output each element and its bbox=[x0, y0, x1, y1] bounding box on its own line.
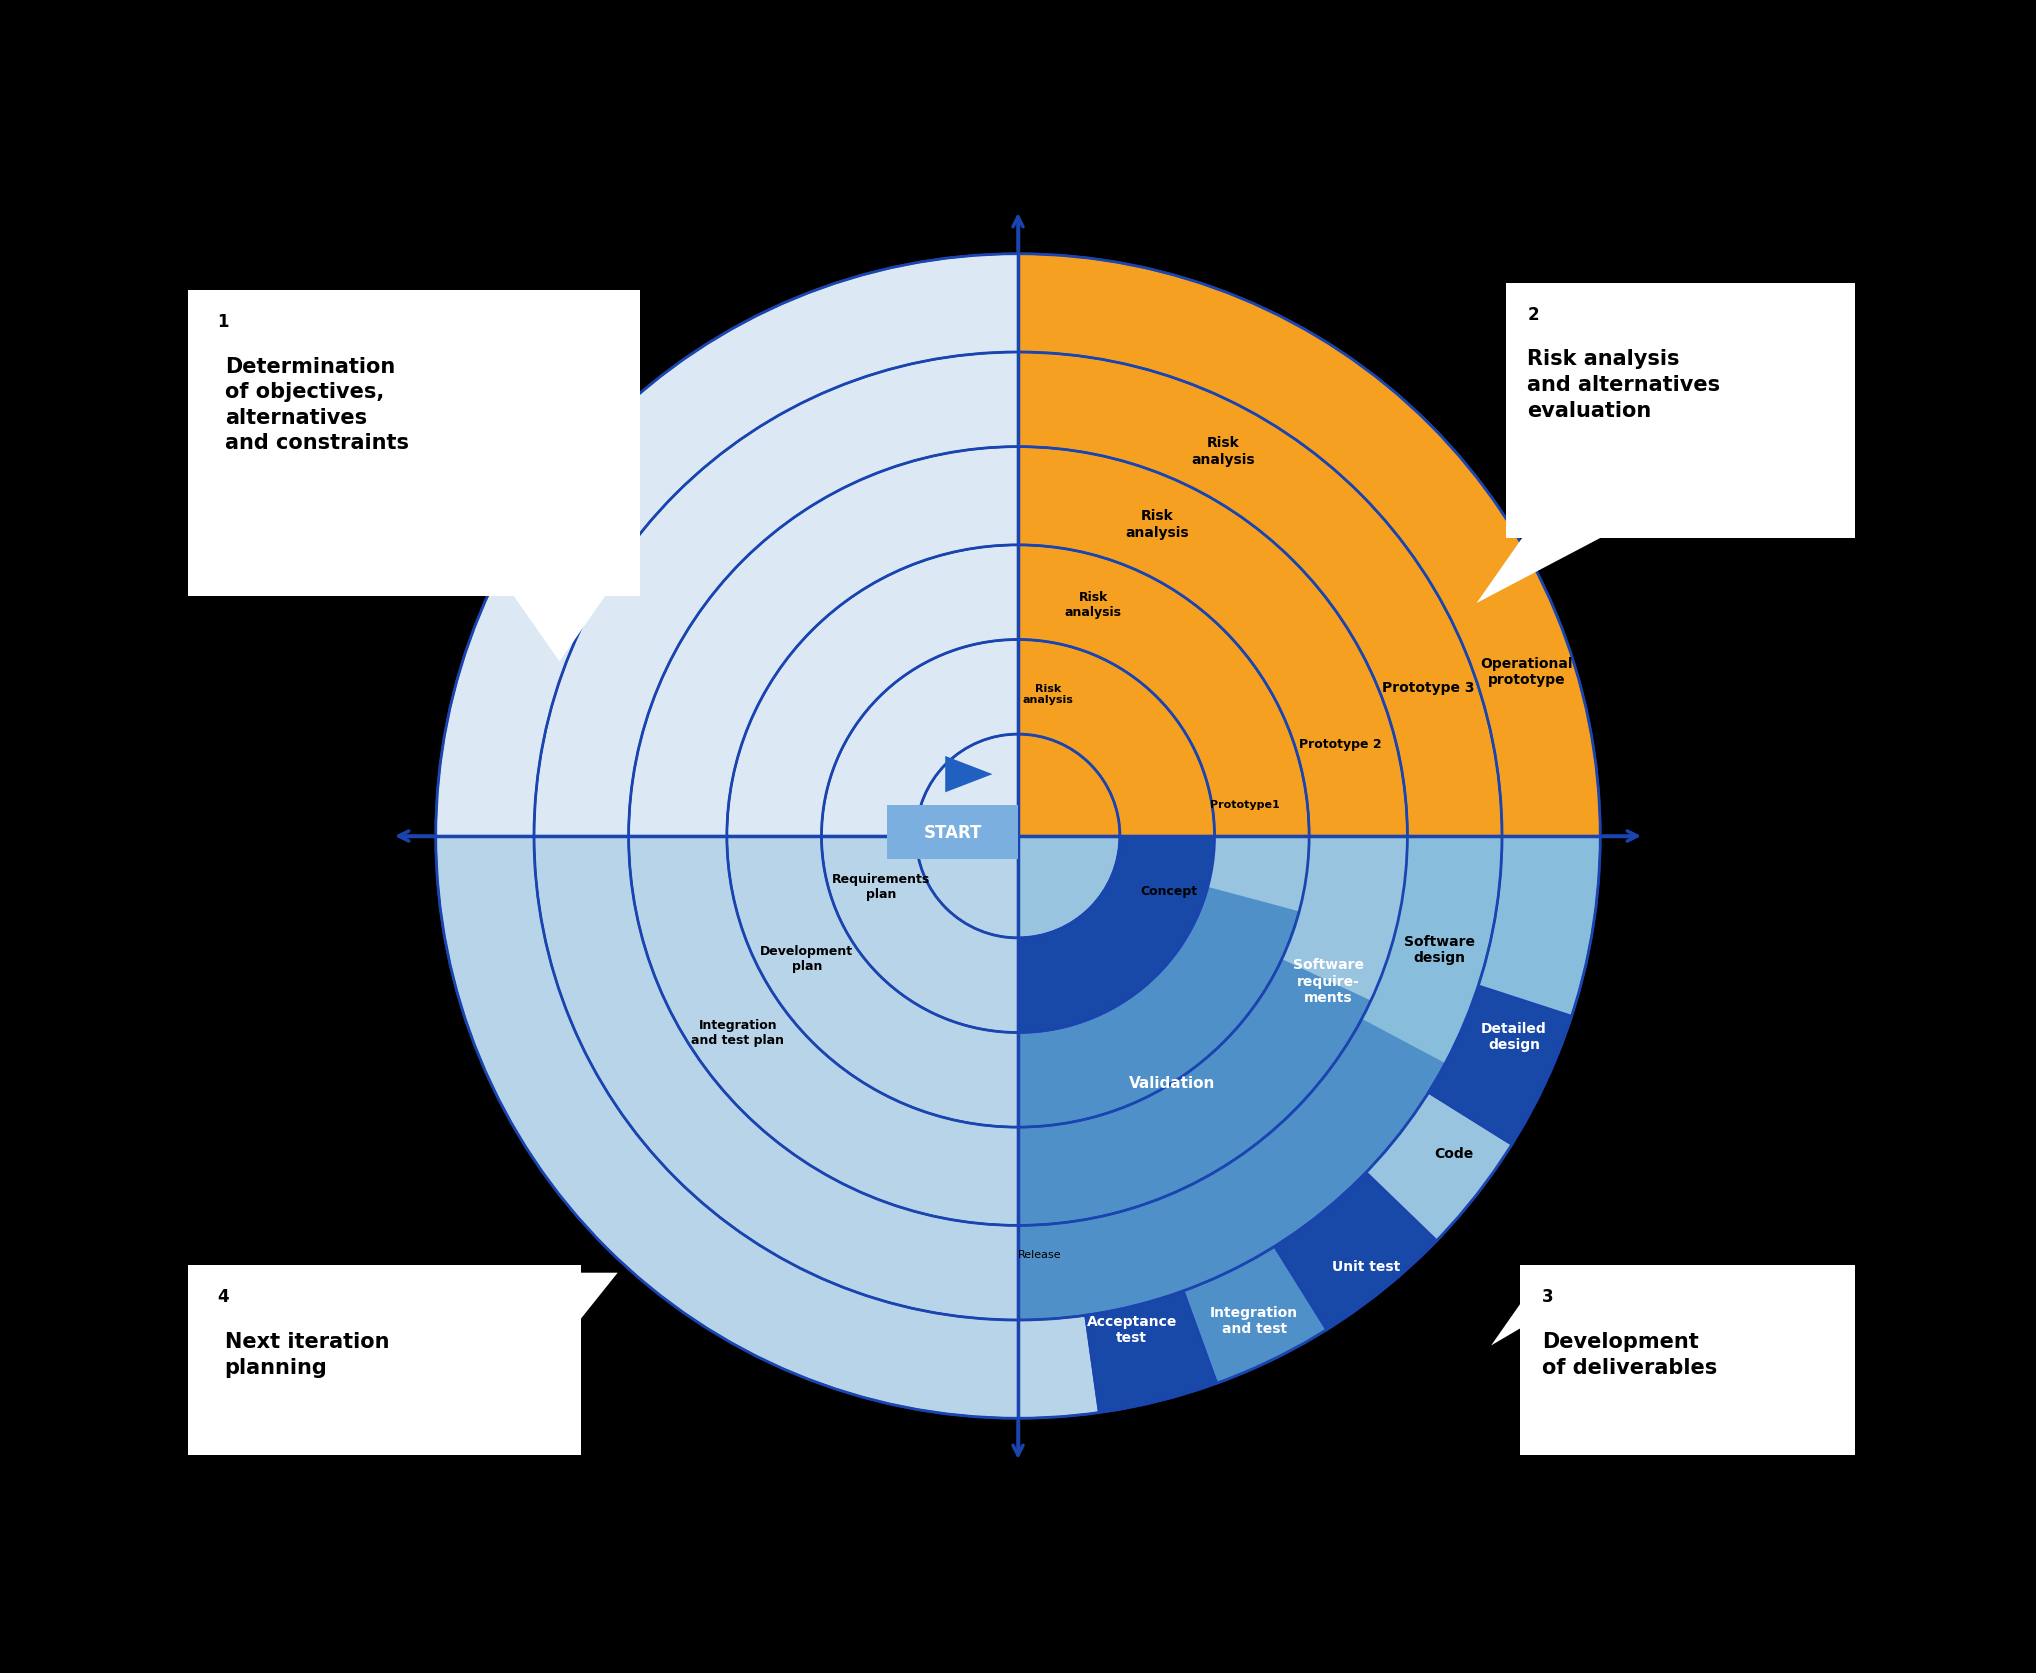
Polygon shape bbox=[727, 545, 1018, 836]
Text: 1: 1 bbox=[218, 313, 228, 331]
Polygon shape bbox=[1490, 1273, 1615, 1345]
Polygon shape bbox=[1085, 1292, 1218, 1412]
Polygon shape bbox=[916, 836, 1018, 939]
Polygon shape bbox=[1275, 1173, 1437, 1330]
Polygon shape bbox=[821, 836, 1018, 1032]
Text: Software
design: Software design bbox=[1405, 934, 1476, 965]
Polygon shape bbox=[821, 641, 1018, 836]
Text: Prototype1: Prototype1 bbox=[1209, 800, 1281, 810]
Text: Acceptance
test: Acceptance test bbox=[1087, 1313, 1177, 1343]
Text: Unit test: Unit test bbox=[1332, 1260, 1401, 1273]
Polygon shape bbox=[436, 836, 1018, 1419]
Text: 4: 4 bbox=[218, 1288, 228, 1305]
Text: Risk analysis
and alternatives
evaluation: Risk analysis and alternatives evaluatio… bbox=[1527, 350, 1720, 420]
Polygon shape bbox=[1018, 447, 1407, 836]
Polygon shape bbox=[1283, 836, 1407, 1000]
Text: Next iteration
planning: Next iteration planning bbox=[224, 1332, 389, 1377]
Polygon shape bbox=[1018, 734, 1120, 836]
Text: Operational
prototype: Operational prototype bbox=[1480, 656, 1574, 686]
Polygon shape bbox=[1429, 985, 1572, 1144]
Polygon shape bbox=[1018, 254, 1600, 836]
Polygon shape bbox=[1476, 530, 1615, 604]
Text: 2: 2 bbox=[1527, 306, 1539, 323]
Polygon shape bbox=[727, 836, 1018, 1128]
Polygon shape bbox=[1018, 353, 1503, 836]
Polygon shape bbox=[1183, 1246, 1327, 1384]
Text: Prototype 2: Prototype 2 bbox=[1299, 738, 1380, 751]
Polygon shape bbox=[1478, 836, 1600, 1016]
Polygon shape bbox=[509, 589, 611, 663]
FancyBboxPatch shape bbox=[187, 291, 639, 597]
Polygon shape bbox=[1018, 641, 1215, 836]
Polygon shape bbox=[1018, 836, 1407, 1226]
Polygon shape bbox=[916, 734, 1018, 836]
Polygon shape bbox=[1207, 836, 1309, 912]
Text: Concept: Concept bbox=[1140, 885, 1197, 898]
Polygon shape bbox=[436, 254, 1018, 836]
Text: Validation: Validation bbox=[1130, 1076, 1215, 1091]
Text: Development
of deliverables: Development of deliverables bbox=[1541, 1332, 1716, 1377]
Text: Integration
and test plan: Integration and test plan bbox=[692, 1019, 784, 1047]
Polygon shape bbox=[1018, 836, 1120, 939]
Polygon shape bbox=[629, 447, 1018, 836]
Text: Risk
analysis: Risk analysis bbox=[1022, 683, 1073, 704]
Text: Requirements
plan: Requirements plan bbox=[833, 872, 930, 900]
Polygon shape bbox=[629, 836, 1018, 1226]
Text: Release: Release bbox=[1018, 1250, 1061, 1260]
FancyBboxPatch shape bbox=[1521, 1266, 1883, 1456]
FancyBboxPatch shape bbox=[1507, 284, 1900, 539]
Text: Code: Code bbox=[1433, 1146, 1474, 1159]
Text: Software
require-
ments: Software require- ments bbox=[1293, 959, 1364, 1004]
FancyBboxPatch shape bbox=[888, 806, 1018, 860]
Text: 3: 3 bbox=[1541, 1288, 1553, 1305]
Polygon shape bbox=[1366, 1092, 1513, 1241]
FancyBboxPatch shape bbox=[187, 1266, 582, 1456]
Text: Integration
and test: Integration and test bbox=[1209, 1305, 1299, 1335]
Polygon shape bbox=[1018, 836, 1309, 1128]
Text: Detailed
design: Detailed design bbox=[1480, 1022, 1547, 1052]
Polygon shape bbox=[533, 836, 1018, 1320]
Polygon shape bbox=[1018, 1315, 1099, 1419]
Text: START: START bbox=[922, 823, 981, 842]
Text: Prototype 3: Prototype 3 bbox=[1382, 681, 1474, 694]
Polygon shape bbox=[1018, 836, 1503, 1320]
Polygon shape bbox=[945, 756, 992, 793]
Polygon shape bbox=[509, 1273, 617, 1345]
Text: Development
plan: Development plan bbox=[759, 944, 853, 972]
Text: Risk
analysis: Risk analysis bbox=[1191, 437, 1254, 467]
Polygon shape bbox=[1362, 836, 1503, 1064]
Text: Risk
analysis: Risk analysis bbox=[1126, 509, 1189, 539]
Polygon shape bbox=[1018, 836, 1215, 1032]
Polygon shape bbox=[533, 353, 1018, 836]
Polygon shape bbox=[1018, 545, 1309, 836]
Text: Risk
analysis: Risk analysis bbox=[1065, 591, 1122, 619]
Text: Determination
of objectives,
alternatives
and constraints: Determination of objectives, alternative… bbox=[224, 356, 409, 453]
